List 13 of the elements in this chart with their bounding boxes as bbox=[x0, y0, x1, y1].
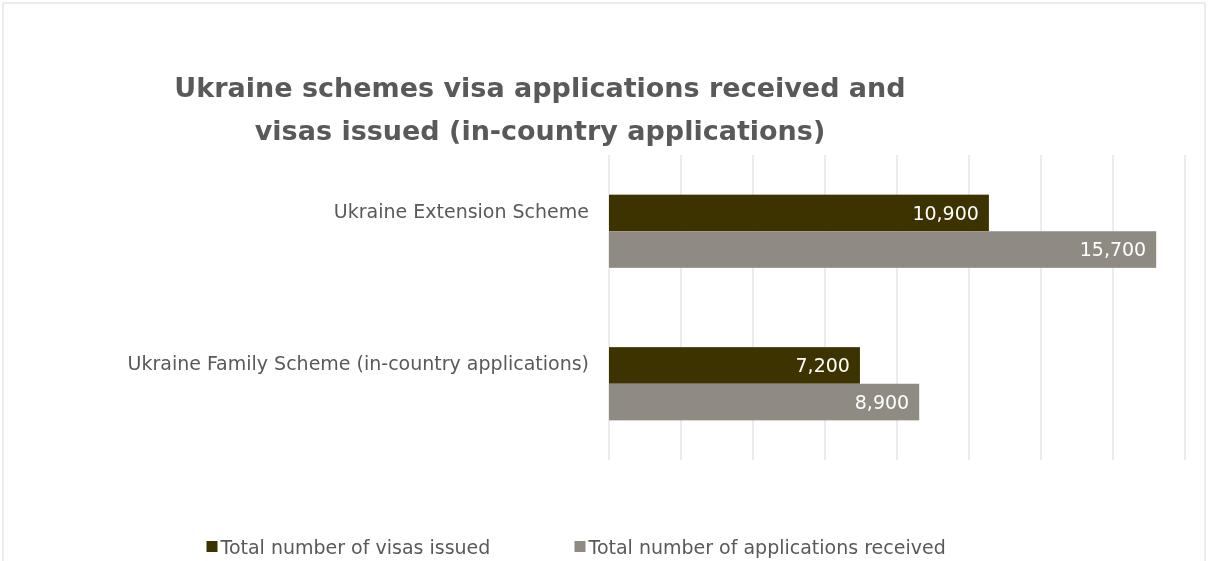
y-tick-label: Ukraine Extension Scheme bbox=[333, 199, 589, 222]
data-label: 7,200 bbox=[795, 354, 850, 377]
bar bbox=[609, 347, 860, 384]
data-label: 10,900 bbox=[912, 201, 979, 224]
legend-label: Total number of visas issued bbox=[219, 535, 491, 558]
data-label: 15,700 bbox=[1079, 238, 1147, 261]
chart-title: Ukraine schemes visa applications received and visas issued (in-country applications) bbox=[174, 72, 906, 146]
legend-label: Total number of applications received bbox=[587, 535, 946, 558]
data-label: 8,900 bbox=[854, 390, 910, 413]
y-tick-label: Ukraine Family Scheme (in-country applications) bbox=[127, 352, 589, 375]
bar bbox=[609, 383, 920, 421]
bar bbox=[609, 194, 989, 232]
bar bbox=[609, 231, 1157, 268]
